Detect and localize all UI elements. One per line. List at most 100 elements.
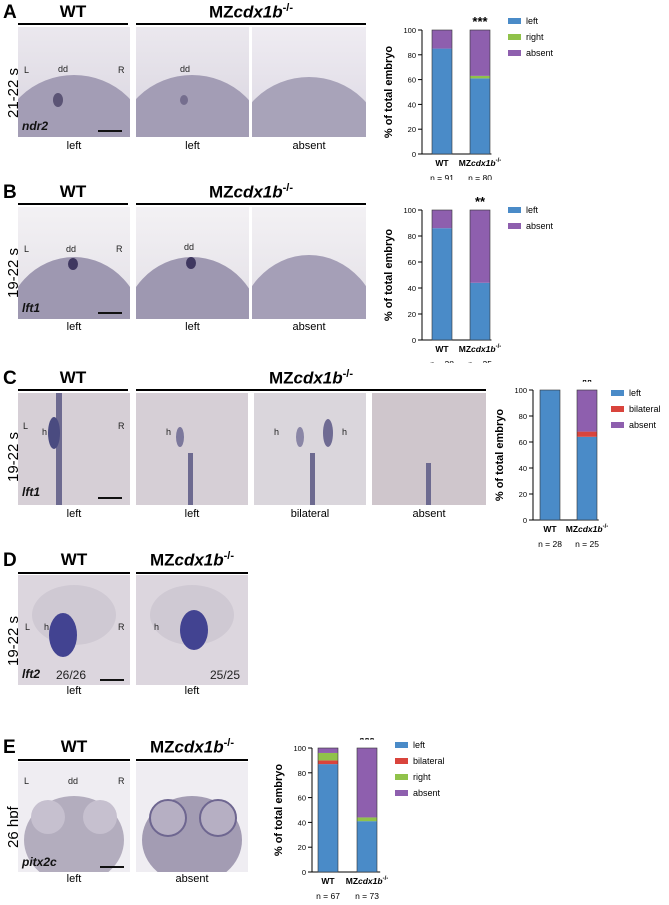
n-label: n = 28	[430, 359, 454, 363]
y-tick-label: 100	[403, 26, 416, 35]
bar-segment	[318, 760, 338, 765]
ratio-label: 26/26	[56, 668, 87, 682]
header-underline	[18, 389, 128, 391]
bar-outline	[539, 389, 561, 521]
bar-segment	[357, 821, 377, 872]
embryo-image: dd	[136, 207, 249, 319]
legend-label: left	[629, 388, 642, 398]
bar-segment	[432, 30, 452, 49]
bar-segment	[577, 431, 597, 437]
bar-chart-b: 0 20 40 60 80 100 % of total embryo WT n = 28 MZc…	[383, 195, 554, 363]
embryo-image	[372, 393, 486, 505]
bar-segment	[577, 390, 597, 432]
header-underline	[18, 203, 128, 205]
header-underline	[18, 759, 130, 761]
legend-swatch	[508, 18, 521, 24]
image-caption: left	[184, 685, 200, 697]
image-caption: left	[185, 321, 200, 333]
y-tick-label: 20	[298, 843, 306, 852]
x-tick-label: WT	[435, 158, 449, 168]
bar-segment	[357, 817, 377, 822]
embryo-image: h h	[254, 393, 366, 505]
bar-segment	[540, 390, 560, 520]
legend-label: left	[526, 205, 539, 215]
y-tick-label: 100	[514, 386, 527, 395]
gene-label: pitx2c	[22, 855, 57, 869]
legend-swatch	[508, 50, 521, 56]
scale-bar	[98, 130, 122, 132]
bar-segment	[470, 282, 490, 340]
y-tick-label: 60	[519, 438, 527, 447]
legend-label: absent	[526, 48, 554, 58]
scale-bar	[98, 497, 122, 499]
y-tick-label: 20	[519, 490, 527, 499]
scale-bar	[98, 312, 122, 314]
bar-segment	[357, 748, 377, 818]
bar-segment	[318, 748, 338, 753]
mz-header: MZcdx1b-/-	[208, 2, 294, 22]
embryo-image: dd	[136, 27, 249, 137]
mz-header: MZcdx1b-/-	[208, 182, 294, 202]
x-tick-label: WT	[321, 876, 335, 886]
y-tick-label: 80	[408, 232, 416, 241]
embryo-image	[252, 27, 366, 137]
y-tick-label: 100	[293, 744, 306, 753]
embryo-image: L dd R	[18, 762, 130, 872]
embryo-image: h	[136, 393, 248, 505]
bar-segment	[470, 30, 490, 76]
y-tick-label: 60	[298, 794, 306, 803]
bar-outline	[431, 209, 453, 341]
legend-label: left	[526, 16, 539, 26]
bar-segment	[577, 436, 597, 520]
panel-letter: E	[3, 737, 16, 758]
legend-swatch	[611, 390, 624, 396]
legend-label: right	[526, 32, 544, 42]
y-tick-label: 60	[408, 258, 416, 267]
x-tick-label: MZcdx1b-/-	[459, 344, 502, 354]
n-label: n = 80	[468, 173, 492, 180]
legend-swatch	[508, 34, 521, 40]
bar-chart-c: 0 20 40 60 80 100 % of total embryo WT n = 28 MZc…	[494, 380, 661, 549]
legend-label: absent	[526, 221, 554, 231]
significance-label: ***	[472, 14, 488, 29]
legend-label: absent	[629, 420, 657, 430]
gene-label: ndr2	[22, 119, 49, 133]
bar-outline	[431, 29, 453, 155]
scale-bar	[100, 866, 124, 868]
y-tick-label: 40	[519, 464, 527, 473]
y-tick-label: 0	[412, 150, 416, 159]
legend-swatch	[395, 790, 408, 796]
y-tick-label: 20	[408, 125, 416, 134]
legend-swatch	[611, 422, 624, 428]
embryo-image	[252, 207, 366, 319]
x-tick-label: MZcdx1b-/-	[459, 158, 502, 168]
n-label: n = 91	[430, 173, 454, 180]
gene-label: lft2	[22, 667, 40, 681]
wt-header: WT	[60, 737, 88, 756]
bar-segment	[318, 764, 338, 872]
y-axis-label: % of total embryo	[273, 764, 285, 857]
legend-label: bilateral	[629, 404, 661, 414]
legend-label: bilateral	[413, 756, 445, 766]
bar-outline	[317, 747, 339, 873]
bar-chart-e: 0 20 40 60 80 100 % of total embryo WT n = 67 MZc…	[273, 738, 445, 901]
image-caption: left	[185, 140, 200, 152]
legend-label: left	[413, 740, 426, 750]
y-tick-label: 60	[408, 76, 416, 85]
panel-letter: B	[3, 182, 17, 203]
bar-outline	[576, 389, 598, 521]
mz-header: MZcdx1b-/-	[149, 737, 235, 757]
legend-label: absent	[413, 788, 441, 798]
wt-header: WT	[60, 550, 88, 569]
bar-segment	[470, 210, 490, 283]
y-tick-label: 80	[298, 769, 306, 778]
x-tick-label: MZcdx1b-/-	[566, 524, 609, 534]
y-tick-label: 40	[408, 100, 416, 109]
header-underline	[136, 759, 248, 761]
scale-bar	[100, 679, 124, 681]
bar-outline	[469, 29, 491, 155]
n-label: n = 67	[316, 891, 340, 901]
bar-segment	[470, 75, 490, 79]
header-underline	[136, 389, 486, 391]
header-underline	[136, 203, 366, 205]
